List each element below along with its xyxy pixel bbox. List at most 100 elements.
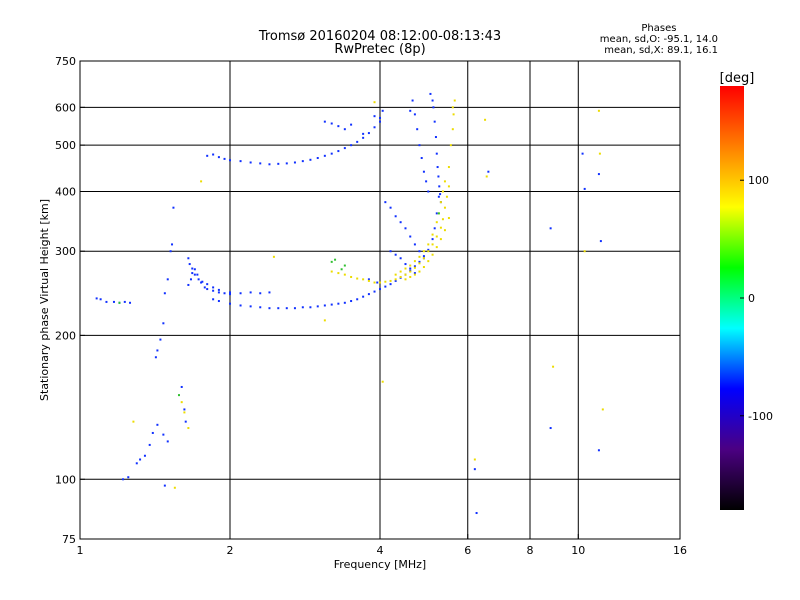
y-tick-label: 100 bbox=[55, 473, 76, 486]
data-point bbox=[420, 157, 423, 160]
data-point bbox=[435, 221, 438, 224]
data-point bbox=[330, 260, 333, 263]
data-point bbox=[475, 512, 478, 515]
data-point bbox=[436, 166, 439, 169]
data-point bbox=[343, 301, 346, 304]
data-point bbox=[432, 106, 435, 109]
grid-lines bbox=[80, 61, 680, 539]
data-point bbox=[171, 243, 174, 246]
data-point bbox=[451, 106, 454, 109]
data-point bbox=[439, 193, 442, 196]
data-point bbox=[598, 152, 601, 155]
data-point bbox=[399, 257, 402, 260]
data-point bbox=[409, 264, 412, 267]
data-point bbox=[394, 273, 397, 276]
data-point bbox=[191, 272, 194, 275]
data-point bbox=[404, 263, 407, 266]
data-point bbox=[196, 273, 199, 276]
data-point bbox=[212, 153, 215, 156]
data-point bbox=[583, 187, 586, 190]
data-point bbox=[409, 267, 412, 270]
data-point bbox=[135, 462, 138, 465]
data-point bbox=[449, 144, 452, 147]
data-point bbox=[139, 458, 142, 461]
y-tick-label: 500 bbox=[55, 139, 76, 152]
data-point bbox=[188, 263, 191, 266]
data-point bbox=[229, 302, 231, 305]
data-point bbox=[433, 120, 436, 123]
data-point bbox=[166, 440, 169, 443]
data-point bbox=[293, 161, 296, 164]
data-point bbox=[549, 227, 552, 230]
colorbar-tick-label: 0 bbox=[748, 292, 755, 305]
data-point bbox=[437, 212, 440, 215]
data-point bbox=[451, 128, 454, 131]
data-point bbox=[343, 273, 346, 276]
data-point bbox=[379, 120, 381, 123]
data-point bbox=[163, 292, 166, 295]
data-point bbox=[384, 285, 387, 288]
x-tick-label: 4 bbox=[377, 544, 384, 557]
colorbar-tick-label: -100 bbox=[748, 410, 773, 423]
data-point bbox=[323, 120, 326, 123]
data-point bbox=[438, 185, 441, 188]
chart-title-line1: Tromsø 20160204 08:12:00-08:13:43 bbox=[258, 29, 502, 44]
data-point bbox=[362, 136, 365, 139]
data-point bbox=[268, 291, 271, 294]
data-point bbox=[159, 338, 162, 341]
data-point bbox=[323, 319, 326, 322]
data-point bbox=[409, 235, 412, 238]
data-point bbox=[389, 283, 392, 286]
data-point bbox=[309, 158, 312, 161]
data-point bbox=[437, 175, 440, 178]
data-point bbox=[473, 468, 476, 471]
y-tick-label: 75 bbox=[62, 533, 76, 546]
chart-title-line2: RwPretec (8p) bbox=[334, 42, 426, 57]
data-point bbox=[337, 302, 340, 305]
data-point bbox=[183, 408, 186, 411]
data-point bbox=[484, 118, 487, 121]
data-point bbox=[180, 401, 183, 404]
data-point bbox=[166, 278, 169, 281]
data-point bbox=[184, 420, 187, 423]
data-point bbox=[356, 140, 359, 143]
data-point bbox=[151, 431, 154, 434]
data-point bbox=[434, 136, 437, 139]
data-point bbox=[418, 144, 421, 147]
data-point bbox=[249, 305, 252, 308]
data-point bbox=[427, 260, 430, 263]
data-point bbox=[435, 235, 438, 238]
data-point bbox=[453, 99, 456, 102]
data-point bbox=[435, 152, 438, 155]
data-point bbox=[362, 295, 365, 298]
data-point bbox=[193, 268, 196, 271]
x-tick-label: 2 bbox=[227, 544, 234, 557]
data-point bbox=[323, 304, 326, 307]
data-point bbox=[162, 433, 165, 436]
data-point bbox=[404, 227, 407, 230]
data-point bbox=[156, 423, 159, 426]
data-point bbox=[323, 154, 326, 157]
data-point bbox=[404, 273, 407, 276]
data-point bbox=[422, 257, 425, 260]
data-point bbox=[206, 154, 209, 157]
data-point bbox=[350, 123, 353, 126]
data-point bbox=[597, 109, 600, 112]
data-point bbox=[373, 115, 376, 118]
data-point bbox=[200, 180, 203, 183]
data-point bbox=[367, 279, 370, 282]
data-point bbox=[581, 152, 584, 155]
data-point bbox=[350, 275, 353, 278]
data-point bbox=[173, 486, 176, 489]
data-point bbox=[379, 288, 381, 291]
data-point bbox=[416, 128, 419, 131]
x-axis-label: Frequency [MHz] bbox=[334, 558, 426, 571]
data-point bbox=[249, 161, 252, 164]
y-tick-label: 200 bbox=[55, 329, 76, 342]
data-point bbox=[552, 365, 555, 368]
data-point bbox=[422, 255, 425, 258]
data-point bbox=[443, 206, 446, 209]
data-point bbox=[427, 248, 430, 251]
data-point bbox=[485, 175, 488, 178]
